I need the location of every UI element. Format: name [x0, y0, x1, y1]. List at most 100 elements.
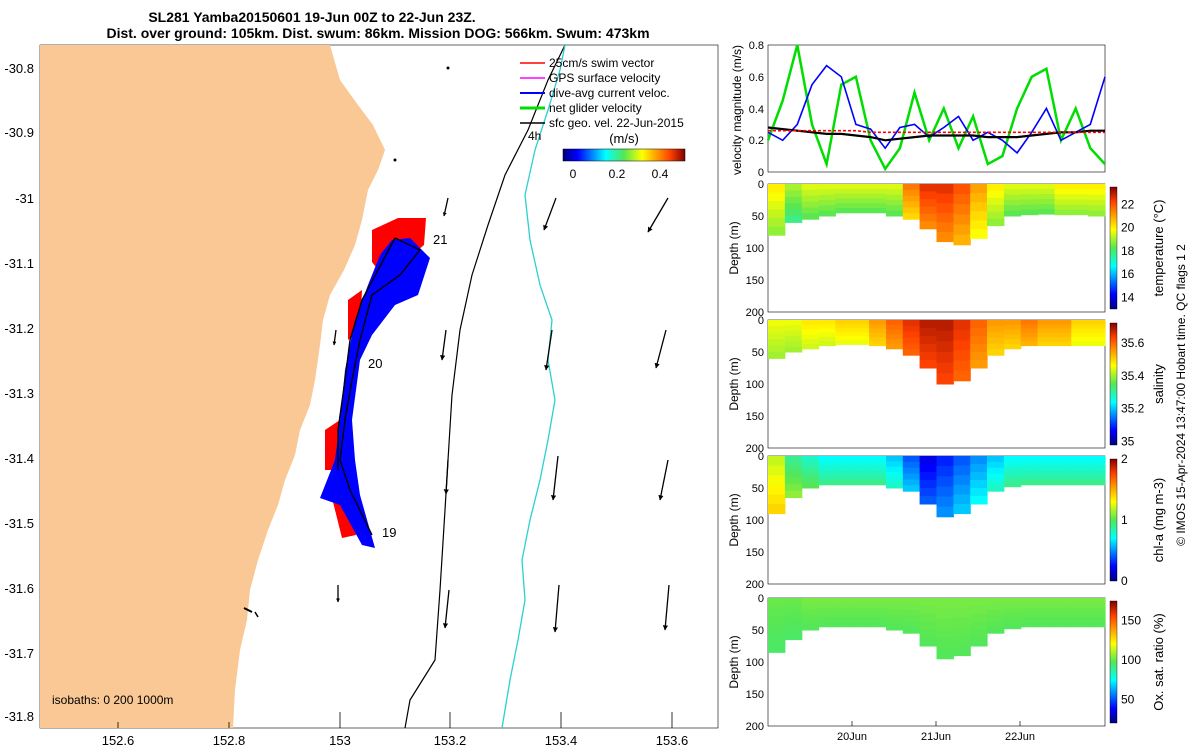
heatmap-cell: [801, 598, 820, 604]
heatmap-cell: [1003, 618, 1022, 625]
heatmap-cell: [1037, 209, 1055, 215]
heatmap-cell: [869, 320, 887, 325]
heatmap-cell: [869, 341, 887, 347]
heatmap-cell: [987, 621, 1005, 628]
heatmap-cell: [818, 337, 836, 342]
depth-tick: 0: [758, 315, 764, 327]
heatmap-cell: [784, 462, 803, 471]
heatmap-cell: [852, 208, 870, 214]
heatmap-cell: [1088, 332, 1106, 338]
x-tick-22jun: 22Jun: [1005, 731, 1035, 743]
heatmap-cell: [886, 482, 904, 489]
heatmap-cell: [1037, 470, 1055, 476]
heatmap-cell: [919, 206, 937, 215]
heatmap-cell: [818, 341, 836, 347]
heatmap-cell: [953, 646, 971, 657]
heatmap-cell: [801, 456, 820, 462]
heatmap-cell: [768, 607, 786, 617]
depth-tick: 200: [746, 443, 764, 455]
heatmap-cell: [987, 479, 1005, 486]
heatmap-cell: [1003, 466, 1022, 472]
heatmap-cell: [768, 201, 786, 211]
section-panel: 0 50 100 150 200 Depth (m) 0 1 2 chl-a (mg m-3): [727, 451, 1166, 591]
heatmap-cell: [1037, 320, 1055, 325]
heatmap-cell: [919, 638, 937, 647]
depth-label: Depth (m): [727, 221, 741, 274]
heatmap-cell: [1054, 470, 1072, 476]
heatmap-cell: [1071, 332, 1089, 338]
heatmap-cell: [902, 609, 921, 617]
heatmap-cell: [784, 346, 803, 353]
heatmap-cell: [852, 598, 870, 604]
heatmap-cell: [784, 216, 803, 223]
heatmap-cell: [987, 485, 1005, 492]
heatmap-cell: [902, 461, 921, 469]
depth-tick: 200: [746, 721, 764, 733]
map-y-tick: -31.4: [4, 451, 34, 466]
heatmap-cell: [970, 606, 988, 615]
heatmap-cell: [970, 464, 988, 473]
heatmap-cell: [784, 330, 803, 337]
heatmap-cell: [801, 189, 820, 197]
heatmap-cell: [987, 627, 1005, 634]
colorbar-tick: 18: [1121, 244, 1135, 258]
heatmap-cell: [1020, 332, 1039, 338]
heatmap-cell: [1088, 320, 1106, 325]
heatmap-cell: [987, 603, 1005, 611]
heatmap-cell: [784, 632, 803, 641]
depth-tick: 100: [746, 243, 764, 255]
heatmap-cell: [852, 336, 870, 341]
heatmap-cell: [1020, 460, 1039, 467]
heatmap-cell: [835, 602, 853, 609]
heatmap-cell: [987, 320, 1005, 327]
heatmap-cell: [953, 636, 971, 647]
heatmap-cell: [987, 218, 1005, 227]
heatmap-cell: [953, 320, 971, 331]
heatmap-cell: [801, 207, 820, 214]
map-y-tick: -31.2: [4, 321, 34, 336]
heatmap-cell: [768, 320, 786, 327]
day-label-19: 19: [382, 525, 396, 540]
legend-item-sfc-geo-vel: sfc geo. vel. 22-Jun-2015: [549, 116, 684, 130]
heatmap-cell: [869, 188, 887, 195]
heatmap-cell: [987, 615, 1005, 622]
heatmap-cell: [1071, 209, 1089, 216]
heatmap-cell: [919, 614, 937, 623]
ts-y-tick: 0.4: [749, 104, 764, 116]
heatmap-cell: [784, 320, 803, 326]
heatmap-cell: [1037, 194, 1055, 200]
depth-tick: 100: [746, 657, 764, 669]
heatmap-cell: [953, 504, 971, 515]
heatmap-cell: [1037, 337, 1055, 342]
heatmap-cell: [852, 340, 870, 345]
heatmap-cell: [768, 326, 786, 334]
map-y-tick: -31.5: [4, 516, 34, 531]
heatmap-cell: [768, 184, 786, 193]
heatmap-cell: [869, 460, 887, 467]
heatmap-cell: [801, 472, 820, 478]
heatmap-cell: [768, 475, 786, 486]
heatmap-cell: [902, 325, 921, 333]
heatmap-cell: [1020, 456, 1039, 462]
heatmap-cell: [1088, 460, 1106, 467]
heatmap-cell: [1003, 603, 1022, 609]
heatmap-cell: [852, 332, 870, 337]
heatmap-cell: [919, 221, 937, 230]
heatmap-cell: [784, 203, 803, 211]
heatmap-cell: [1020, 617, 1039, 623]
speed-colorbar: [562, 148, 686, 162]
map-y-tick: -31.8: [4, 709, 34, 724]
heatmap-cell: [919, 456, 937, 465]
heatmap-cell: [801, 624, 820, 631]
map-y-tick: -30.8: [4, 61, 34, 76]
heatmap-cell: [784, 598, 803, 606]
heatmap-cell: [987, 343, 1005, 350]
land-area: [40, 45, 385, 728]
heatmap-cell: [835, 598, 853, 604]
heatmap-cell: [1054, 320, 1072, 325]
ts-y-tick: 0.6: [749, 72, 764, 84]
heatmap-cell: [987, 598, 1005, 605]
heatmap-cell: [1037, 602, 1055, 609]
heatmap-cell: [835, 320, 853, 325]
heatmap-cell: [902, 621, 921, 628]
